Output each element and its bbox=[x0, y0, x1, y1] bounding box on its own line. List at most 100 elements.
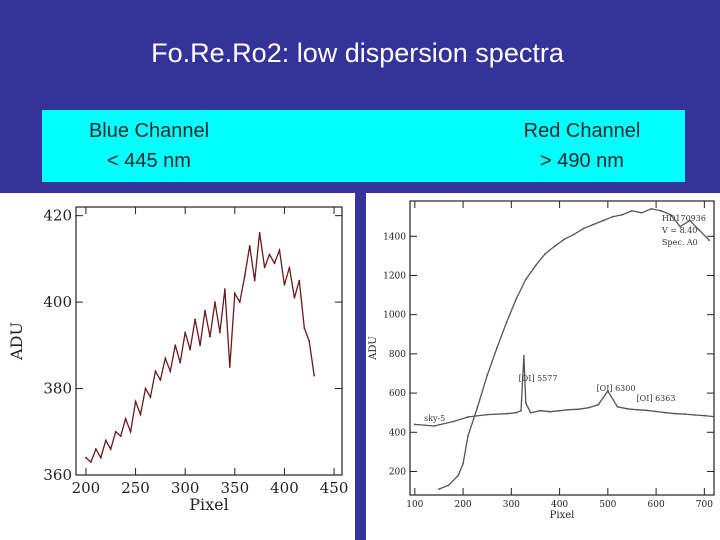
data-point bbox=[109, 448, 112, 450]
data-point bbox=[616, 405, 619, 408]
data-point bbox=[549, 410, 551, 413]
data-point bbox=[452, 420, 455, 423]
data-point bbox=[645, 409, 648, 412]
data-point bbox=[438, 488, 440, 491]
data-point bbox=[688, 219, 691, 222]
data-point bbox=[606, 390, 609, 393]
data-point bbox=[522, 354, 525, 357]
data-point bbox=[592, 223, 595, 226]
data-point bbox=[258, 232, 261, 234]
data-point bbox=[273, 262, 276, 265]
data-point bbox=[669, 213, 672, 216]
data-point bbox=[660, 209, 662, 212]
data-point bbox=[298, 279, 301, 282]
data-point bbox=[476, 405, 479, 408]
data-point bbox=[209, 335, 211, 338]
data-point bbox=[288, 266, 291, 269]
x-tick-label: 350 bbox=[220, 479, 249, 497]
y-tick-label: 1000 bbox=[383, 311, 406, 321]
data-point bbox=[293, 296, 296, 299]
data-point bbox=[129, 430, 132, 433]
slide-title: Fo.Re.Ro2: low dispersion spectra bbox=[151, 38, 564, 68]
data-point bbox=[467, 435, 469, 438]
data-point bbox=[568, 408, 571, 411]
data-point bbox=[223, 288, 226, 291]
data-point bbox=[515, 411, 518, 414]
data-point bbox=[214, 301, 216, 303]
data-point bbox=[283, 283, 286, 286]
data-point bbox=[99, 456, 102, 459]
blue-spectrum-chart: 200 250 300 350 400 450 360 380 400 420 Pixel ADU bbox=[7, 206, 349, 514]
red-channel-range: > 490 nm bbox=[540, 150, 624, 172]
series-line-2 bbox=[414, 355, 715, 427]
x-tick-label: 450 bbox=[320, 479, 349, 497]
x-tick-label: 200 bbox=[72, 479, 101, 497]
x-tick-label: 200 bbox=[454, 500, 471, 510]
data-point bbox=[134, 400, 137, 403]
data-point bbox=[650, 207, 653, 210]
annotation: sky-5 bbox=[424, 414, 445, 423]
data-point bbox=[505, 412, 508, 415]
data-point bbox=[553, 245, 556, 247]
data-point bbox=[233, 292, 236, 295]
data-point bbox=[631, 209, 633, 212]
annotation: [OI] 6300 bbox=[597, 384, 636, 393]
data-point bbox=[462, 462, 464, 465]
y-tick-label: 1200 bbox=[383, 271, 406, 281]
data-point bbox=[602, 219, 604, 222]
data-point bbox=[154, 370, 157, 373]
data-point bbox=[303, 327, 306, 329]
data-point bbox=[486, 413, 489, 416]
data-point bbox=[268, 253, 271, 256]
data-point bbox=[684, 413, 686, 415]
data-point bbox=[238, 301, 241, 303]
red-spectrum-chart: 100 200 300 400 500 600 700 200 400 600 800 1000 120… bbox=[368, 200, 715, 521]
data-point bbox=[544, 253, 547, 255]
x-tick-label: 500 bbox=[599, 500, 616, 510]
x-axis-label: Pixel bbox=[550, 510, 575, 521]
data-point bbox=[573, 233, 575, 236]
data-point bbox=[413, 423, 416, 426]
data-point bbox=[674, 412, 677, 415]
x-tick-label: 700 bbox=[696, 500, 713, 510]
data-point bbox=[679, 225, 682, 228]
data-point bbox=[626, 407, 629, 410]
data-point bbox=[693, 414, 696, 416]
data-point bbox=[263, 266, 266, 269]
data-point bbox=[174, 344, 177, 347]
data-point bbox=[169, 370, 172, 373]
data-point bbox=[308, 340, 311, 342]
data-point bbox=[577, 408, 580, 411]
data-point bbox=[713, 415, 715, 418]
data-point bbox=[664, 411, 667, 414]
data-point bbox=[563, 238, 566, 241]
data-point bbox=[582, 227, 585, 230]
data-point bbox=[433, 425, 436, 427]
data-point bbox=[248, 245, 251, 247]
y-axis-label: ADU bbox=[368, 336, 379, 361]
data-point bbox=[119, 435, 122, 437]
data-point bbox=[635, 408, 638, 411]
annotation: HD170936 bbox=[662, 214, 706, 223]
data-point bbox=[278, 249, 281, 252]
data-point bbox=[149, 396, 152, 399]
data-point bbox=[194, 318, 197, 321]
data-point bbox=[124, 417, 127, 420]
data-point bbox=[89, 461, 92, 463]
data-point bbox=[199, 344, 201, 347]
data-point bbox=[640, 211, 643, 214]
data-point bbox=[597, 403, 600, 406]
data-point bbox=[159, 379, 162, 381]
x-tick-label: 100 bbox=[406, 500, 423, 510]
y-tick-label: 360 bbox=[43, 466, 72, 484]
data-point bbox=[539, 409, 542, 412]
data-point bbox=[164, 357, 167, 360]
x-axis-label: Pixel bbox=[189, 495, 229, 514]
y-tick-label: 380 bbox=[43, 380, 72, 398]
data-point bbox=[139, 413, 142, 416]
data-point bbox=[515, 298, 518, 300]
series-line-1 bbox=[438, 208, 710, 490]
data-point bbox=[524, 401, 527, 404]
data-point bbox=[558, 409, 561, 412]
data-point bbox=[520, 409, 522, 412]
